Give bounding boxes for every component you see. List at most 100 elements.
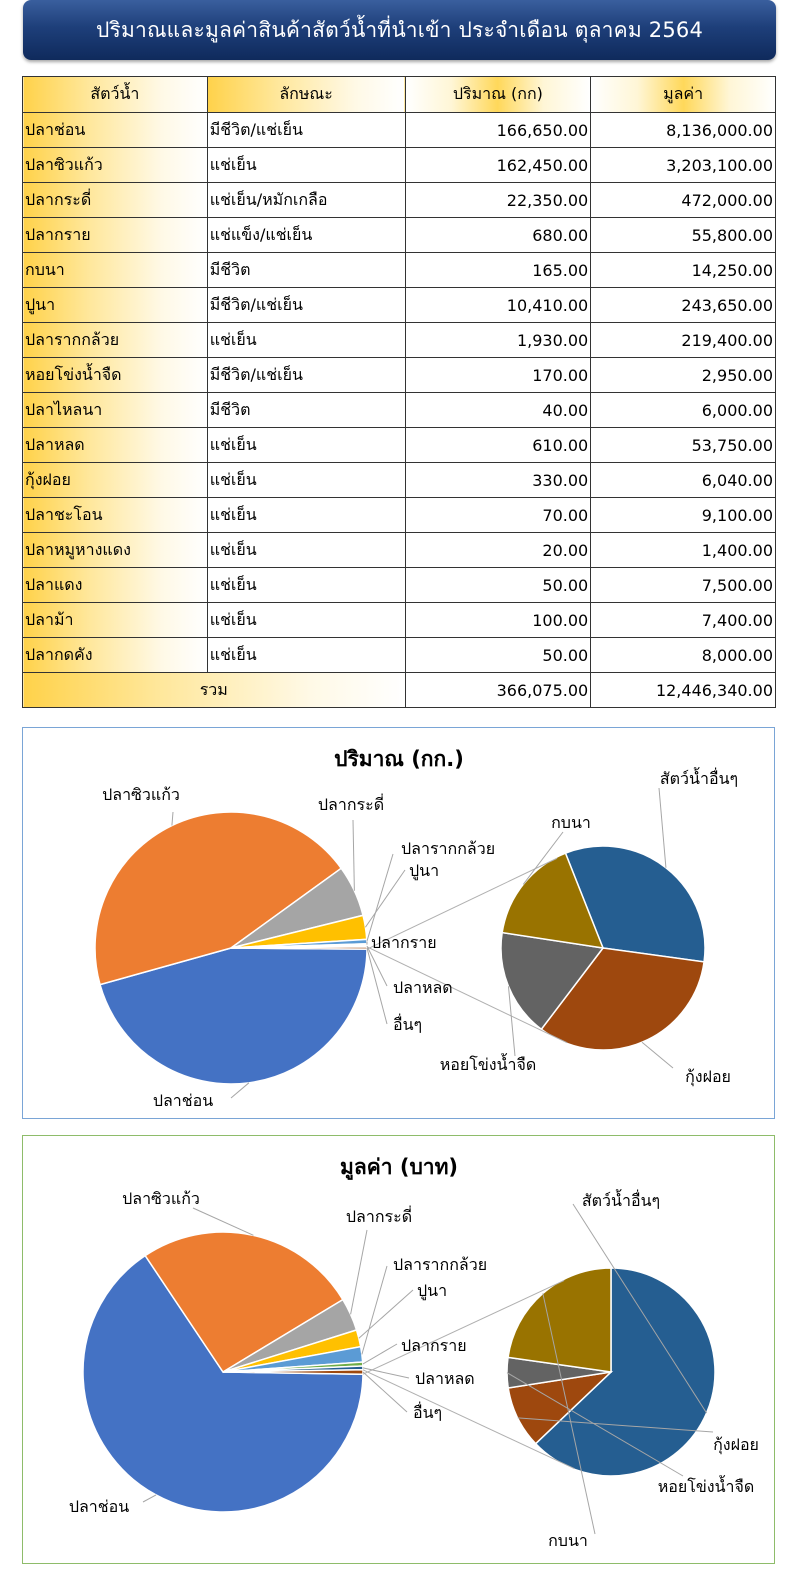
cell-quantity: 20.00 (404, 532, 592, 568)
main-slice-label-5: ปลากราย (371, 933, 437, 952)
header-quantity: ปริมาณ (กก) (404, 76, 592, 113)
cell-value: 8,000.00 (590, 637, 776, 673)
secondary-slice-label-leader-0 (572, 1203, 707, 1414)
main-pie-slice-0 (99, 947, 368, 1085)
table-total-row: รวม 366,075.00 12,446,340.00 (22, 672, 776, 708)
main-slice-label-7: อื่นๆ (413, 1401, 442, 1422)
secondary-slice-label-1: กุ้งฝอย (713, 1435, 759, 1455)
table-row: ปลากราย แช่แข็ง/แช่เย็น 680.00 55,800.00 (22, 217, 776, 253)
main-slice-label-leader-7 (362, 1371, 408, 1413)
secondary-slice-label-leader-2 (506, 1372, 684, 1477)
cell-species: ปลากราย (22, 217, 208, 253)
header-type: ลักษณะ (206, 76, 406, 113)
main-slice-label-6: ปลาหลด (393, 978, 453, 997)
cell-species: ปลาไหลนา (22, 392, 208, 428)
table-row: ปลารากกล้วย แช่เย็น 1,930.00 219,400.00 (22, 322, 776, 358)
connector-line-bottom (366, 946, 568, 1044)
table-row: ปลาช่อน มีชีวิต/แช่เย็น 166,650.00 8,136,00… (22, 112, 776, 148)
secondary-slice-label-leader-1 (641, 1041, 674, 1069)
title-bar: ปริมาณและมูลค่าสินค้าสัตว์น้ำที่นำเข้า ป… (23, 0, 776, 60)
main-slice-label-5: ปลากราย (401, 1336, 467, 1355)
table-row: ปลาไหลนา มีชีวิต 40.00 6,000.00 (22, 392, 776, 428)
main-slice-label-4: ปลารากกล้วย (393, 1255, 487, 1274)
cell-type: มีชีวิต (206, 252, 406, 288)
cell-type: แช่เย็น/หมักเกลือ (206, 182, 406, 218)
main-pie-slice-7 (230, 946, 368, 950)
main-slice-label-leader-7 (366, 947, 388, 1025)
main-slice-label-0: ปลาช่อน (153, 1091, 213, 1110)
secondary-slice-label-3: กบนา (548, 1531, 588, 1550)
cell-value: 472,000.00 (590, 182, 776, 218)
total-label: รวม (22, 672, 406, 708)
total-quantity: 366,075.00 (404, 672, 592, 708)
main-slice-label-1: ปลาซิวแก้ว (102, 785, 180, 804)
main-pie-slice-1 (144, 1231, 344, 1374)
table-header-row: สัตว์น้ำ ลักษณะ ปริมาณ (กก) มูลค่า (22, 76, 776, 113)
cell-type: แช่เย็น (206, 497, 406, 533)
cell-species: ปลาช่อน (22, 112, 208, 148)
cell-quantity: 170.00 (404, 357, 592, 393)
cell-quantity: 50.00 (404, 637, 592, 673)
cell-species: ปลาหลด (22, 427, 208, 463)
cell-species: กบนา (22, 252, 208, 288)
cell-species: ปลาแดง (22, 567, 208, 603)
secondary-slice-label-1: กุ้งฝอย (685, 1067, 731, 1087)
cell-quantity: 680.00 (404, 217, 592, 253)
secondary-slice-label-2: หอยโข่งน้ำจืด (440, 1053, 537, 1074)
main-slice-label-4: ปลารากกล้วย (401, 839, 495, 858)
cell-type: แช่เย็น (206, 567, 406, 603)
cell-quantity: 100.00 (404, 602, 592, 638)
table-row: ปลาชะโอน แช่เย็น 70.00 9,100.00 (22, 497, 776, 533)
cell-type: แช่เย็น (206, 322, 406, 358)
secondary-pie-slice-3 (507, 1267, 612, 1373)
cell-type: แช่เย็น (206, 427, 406, 463)
cell-type: มีชีวิต/แช่เย็น (206, 112, 406, 148)
secondary-slice-label-3: กบนา (551, 813, 591, 832)
chart-title: มูลค่า (บาท) (340, 1155, 458, 1181)
connector-line-top (366, 857, 558, 950)
main-slice-label-0: ปลาช่อน (69, 1497, 129, 1516)
cell-value: 219,400.00 (590, 322, 776, 358)
cell-species: ปลาม้า (22, 602, 208, 638)
table-row: ปลาหมูหางแดง แช่เย็น 20.00 1,400.00 (22, 532, 776, 568)
cell-quantity: 40.00 (404, 392, 592, 428)
main-slice-label-3: ปูนา (409, 861, 439, 881)
table-row: ปลาแดง แช่เย็น 50.00 7,500.00 (22, 567, 776, 603)
table-row: ปูนา มีชีวิต/แช่เย็น 10,410.00 243,650.00 (22, 287, 776, 323)
cell-value: 7,400.00 (590, 602, 776, 638)
cell-type: แช่เย็น (206, 462, 406, 498)
header-species: สัตว์น้ำ (22, 76, 208, 113)
main-pie-slice-1 (94, 811, 343, 986)
cell-quantity: 70.00 (404, 497, 592, 533)
table-row: ปลาหลด แช่เย็น 610.00 53,750.00 (22, 427, 776, 463)
cell-species: ปลารากกล้วย (22, 322, 208, 358)
table-row: ปลาซิวแก้ว แช่เย็น 162,450.00 3,203,100.00 (22, 147, 776, 183)
secondary-pie-slice-3 (501, 852, 605, 949)
table-row: กุ้งฝอย แช่เย็น 330.00 6,040.00 (22, 462, 776, 498)
cell-value: 14,250.00 (590, 252, 776, 288)
cell-species: ปลากดคัง (22, 637, 208, 673)
header-value: มูลค่า (590, 76, 776, 113)
secondary-slice-label-2: หอยโข่งน้ำจืด (658, 1475, 755, 1496)
cell-quantity: 10,410.00 (404, 287, 592, 323)
table-row: หอยโข่งน้ำจืด มีชีวิต/แช่เย็น 170.00 2,950.… (22, 357, 776, 393)
main-slice-label-leader-4 (361, 1265, 388, 1355)
cell-value: 6,040.00 (590, 462, 776, 498)
cell-species: ปลาหมูหางแดง (22, 532, 208, 568)
secondary-slice-label-leader-3 (522, 831, 564, 885)
secondary-pie-slice-2 (500, 931, 605, 1031)
cell-species: ปลากระดี่ (22, 182, 208, 218)
main-slice-label-leader-3 (358, 1289, 414, 1339)
cell-species: ปูนา (22, 287, 208, 323)
cell-species: ปลาชะโอน (22, 497, 208, 533)
main-pie-slice-7 (222, 1369, 364, 1375)
cell-type: แช่เย็น (206, 532, 406, 568)
main-slice-label-leader-6 (362, 1367, 410, 1379)
main-slice-label-leader-3 (364, 869, 406, 928)
cell-quantity: 330.00 (404, 462, 592, 498)
main-slice-label-1: ปลาซิวแก้ว (122, 1189, 200, 1208)
main-slice-label-7: อื่นๆ (393, 1013, 422, 1034)
main-slice-label-leader-5 (362, 1343, 398, 1365)
cell-value: 55,800.00 (590, 217, 776, 253)
main-slice-label-leader-2 (350, 1229, 368, 1315)
